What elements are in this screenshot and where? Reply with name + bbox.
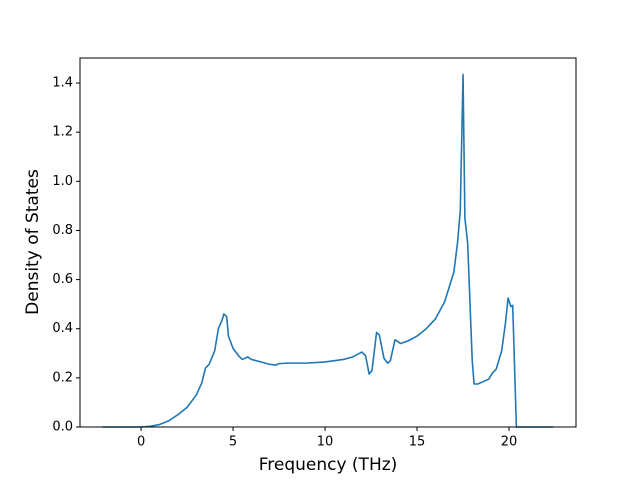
line-series: [102, 73, 554, 428]
x-axis-label: Frequency (THz): [259, 455, 398, 475]
y-axis-label: Density of States: [23, 169, 43, 315]
x-tick-label: 10: [317, 435, 334, 450]
x-tick-label: 20: [501, 435, 518, 450]
y-tick-label: 0.6: [52, 272, 73, 287]
x-tick-label: 0: [137, 435, 145, 450]
x-tick-label: 15: [409, 435, 426, 450]
plot-frame: [79, 57, 577, 428]
y-tick-label: 0.4: [52, 321, 73, 336]
y-tick-label: 0.8: [52, 223, 73, 238]
y-tick-label: 1.4: [52, 76, 73, 91]
y-tick-label: 1.0: [52, 174, 73, 189]
y-tick-label: 0.2: [52, 370, 73, 385]
x-tick-label: 5: [229, 435, 237, 450]
y-tick-label: 1.2: [52, 125, 73, 140]
y-tick-label: 0.0: [52, 420, 73, 435]
